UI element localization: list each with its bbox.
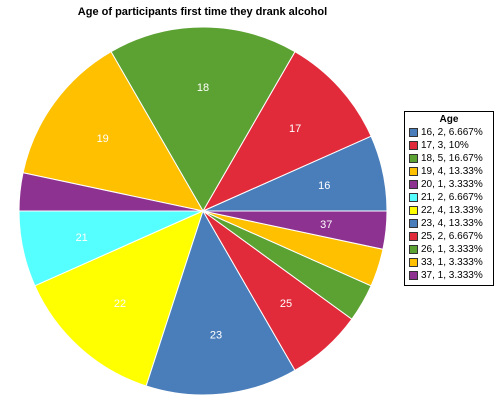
legend-item: 25, 2, 6.667% bbox=[405, 230, 493, 243]
slice-label: 22 bbox=[114, 298, 126, 310]
legend-label: 16, 2, 6.667% bbox=[421, 127, 483, 138]
legend-item: 20, 1, 3.333% bbox=[405, 178, 493, 191]
slice-label: 17 bbox=[289, 123, 301, 135]
legend-swatch bbox=[409, 245, 418, 254]
legend-label: 22, 4, 13.33% bbox=[421, 205, 483, 216]
pie-slice bbox=[202, 210, 388, 250]
legend-item: 16, 2, 6.667% bbox=[405, 126, 493, 139]
slice-label: 19 bbox=[97, 133, 109, 145]
legend-item: 19, 4, 13.33% bbox=[405, 165, 493, 178]
pie-slice-labels: 16 17 18 19 21 22 23 25 37 bbox=[76, 82, 333, 341]
legend-item: 18, 5, 16.67% bbox=[405, 152, 493, 165]
legend-swatch bbox=[409, 180, 418, 189]
legend-swatch bbox=[409, 154, 418, 163]
legend-label: 33, 1, 3.333% bbox=[421, 257, 483, 268]
legend-item: 21, 2, 6.667% bbox=[405, 191, 493, 204]
legend-label: 23, 4, 13.33% bbox=[421, 218, 483, 229]
legend-item: 37, 1, 3.333% bbox=[405, 269, 493, 282]
legend-swatch bbox=[409, 271, 418, 280]
legend-item: 33, 1, 3.333% bbox=[405, 256, 493, 269]
legend-swatch bbox=[409, 167, 418, 176]
legend-title: Age bbox=[439, 114, 459, 125]
pie-slices bbox=[18, 26, 388, 396]
legend-item: 17, 3, 10% bbox=[405, 139, 493, 152]
legend-label: 17, 3, 10% bbox=[421, 140, 469, 151]
slice-label: 21 bbox=[76, 232, 88, 244]
legend-swatch bbox=[409, 193, 418, 202]
pie-slice bbox=[22, 50, 204, 212]
legend-item: 26, 1, 3.333% bbox=[405, 243, 493, 256]
slice-label: 25 bbox=[280, 298, 292, 310]
legend-label: 20, 1, 3.333% bbox=[421, 179, 483, 190]
pie-slice bbox=[145, 209, 296, 396]
legend-swatch bbox=[409, 141, 418, 150]
pie-slice bbox=[34, 210, 204, 387]
legend-label: 26, 1, 3.333% bbox=[421, 244, 483, 255]
legend-label: 25, 2, 6.667% bbox=[421, 231, 483, 242]
legend-swatch bbox=[409, 128, 418, 137]
legend-label: 18, 5, 16.67% bbox=[421, 153, 483, 164]
slice-label: 37 bbox=[320, 219, 332, 231]
legend-label: 19, 4, 13.33% bbox=[421, 166, 483, 177]
legend-items: 16, 2, 6.667% 17, 3, 10% 18, 5, 16.67% 19, … bbox=[405, 126, 493, 282]
legend-swatch bbox=[409, 219, 418, 228]
legend: Age 16, 2, 6.667% 17, 3, 10% 18, 5, 16.67%… bbox=[404, 111, 494, 286]
pie-slice bbox=[201, 50, 372, 213]
legend-swatch bbox=[409, 206, 418, 215]
legend-item: 23, 4, 13.33% bbox=[405, 217, 493, 230]
slice-label: 23 bbox=[210, 329, 222, 341]
slice-label: 18 bbox=[197, 82, 209, 94]
legend-swatch bbox=[409, 232, 418, 241]
legend-label: 37, 1, 3.333% bbox=[421, 270, 483, 281]
legend-swatch bbox=[409, 258, 418, 267]
legend-item: 22, 4, 13.33% bbox=[405, 204, 493, 217]
chart-title: Age of participants first time they dran… bbox=[77, 6, 328, 18]
pie-slice bbox=[110, 26, 296, 213]
legend-label: 21, 2, 6.667% bbox=[421, 192, 483, 203]
slice-label: 16 bbox=[318, 180, 330, 192]
